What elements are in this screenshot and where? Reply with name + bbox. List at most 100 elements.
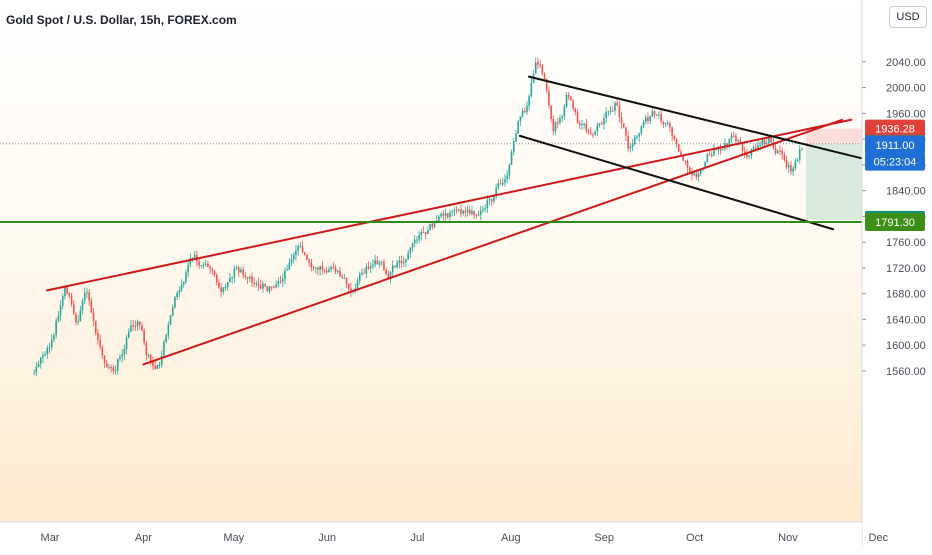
candle-body	[664, 122, 667, 125]
candle-body	[391, 265, 394, 273]
candle-body	[61, 296, 64, 306]
candle-body	[721, 148, 724, 150]
candle-body	[255, 283, 258, 285]
candle-body	[292, 254, 295, 260]
candle-body	[209, 267, 211, 270]
price-tag-support-text: 1791.30	[875, 217, 915, 229]
candle-body	[552, 118, 555, 132]
candle-body	[471, 210, 473, 214]
currency-button[interactable]: USD	[889, 6, 927, 28]
candle-body	[213, 271, 216, 275]
candle-body	[97, 333, 99, 340]
candle-body	[242, 269, 244, 276]
candle-body	[110, 367, 112, 369]
candle-body	[325, 270, 328, 273]
candle-body	[453, 210, 456, 212]
candle-body	[440, 213, 442, 217]
candle-body	[409, 247, 412, 254]
time-tick-label: Dec	[869, 532, 889, 544]
candle-body	[730, 135, 733, 139]
candle-body	[204, 263, 207, 265]
candle-body	[574, 108, 577, 113]
candle-body	[141, 325, 143, 331]
candle-body	[660, 114, 662, 122]
candle-body	[752, 147, 755, 150]
candle-body	[781, 150, 783, 155]
candles	[33, 57, 803, 377]
candle-body	[167, 324, 170, 336]
candle-body	[642, 121, 645, 127]
candle-body	[174, 297, 176, 308]
candle-body	[512, 141, 515, 152]
candle-body	[433, 221, 436, 227]
candle-body	[636, 136, 638, 138]
candle-body	[99, 339, 101, 348]
candle-body	[251, 276, 253, 283]
candle-body	[244, 275, 247, 278]
candle-body	[783, 154, 786, 161]
candle-body	[658, 114, 660, 116]
trendline-channel-top-black	[527, 75, 862, 160]
candle-body	[706, 154, 709, 163]
candle-body	[508, 164, 511, 176]
candle-body	[534, 62, 537, 74]
candle-body	[68, 293, 71, 296]
candle-body	[290, 259, 293, 263]
candle-body	[143, 330, 145, 343]
candle-body	[136, 321, 139, 327]
candle-body	[526, 105, 528, 113]
time-tick-label: Nov	[778, 532, 798, 544]
time-tick-label: Aug	[501, 532, 521, 544]
price-axis-background	[862, 0, 932, 550]
candle-body	[587, 131, 590, 133]
candle-body	[266, 286, 269, 292]
candle-body	[176, 293, 178, 298]
candle-body	[178, 290, 181, 294]
candle-body	[794, 161, 797, 169]
candle-body	[374, 260, 376, 265]
candle-body	[442, 213, 445, 216]
candle-body	[127, 331, 130, 338]
candle-body	[523, 111, 526, 113]
candle-body	[567, 94, 570, 97]
candle-body	[460, 209, 462, 214]
candle-body	[431, 223, 434, 227]
plot-area	[0, 57, 862, 377]
price-tag-support	[865, 212, 925, 231]
candle-body	[147, 355, 150, 357]
candle-body	[114, 370, 117, 372]
candle-body	[246, 277, 249, 279]
time-tick-label: Sep	[594, 532, 614, 544]
candle-body	[130, 325, 132, 332]
candle-body	[578, 123, 581, 126]
price-tag-countdown-text: 05:23:04	[874, 157, 917, 169]
candle-body	[530, 82, 533, 97]
candle-body	[158, 364, 161, 366]
candle-body	[279, 280, 282, 282]
candle-body	[257, 283, 260, 286]
candle-body	[638, 133, 640, 137]
candle-body	[75, 314, 77, 323]
candle-body	[719, 149, 722, 151]
candle-body	[323, 269, 326, 271]
candle-body	[572, 100, 574, 109]
candle-body	[482, 209, 484, 211]
candle-body	[317, 267, 319, 270]
candle-body	[420, 232, 423, 236]
candle-body	[603, 118, 605, 125]
candle-body	[688, 167, 691, 173]
candle-body	[310, 262, 313, 268]
candle-body	[35, 366, 38, 373]
candle-body	[710, 154, 713, 156]
candle-body	[413, 239, 416, 244]
candle-body	[798, 149, 801, 160]
candle-body	[708, 154, 711, 156]
candle-body	[103, 355, 106, 364]
candle-body	[424, 232, 427, 234]
candle-body	[537, 62, 539, 65]
candle-body	[545, 79, 548, 91]
candle-body	[416, 239, 418, 241]
candle-body	[363, 272, 365, 274]
